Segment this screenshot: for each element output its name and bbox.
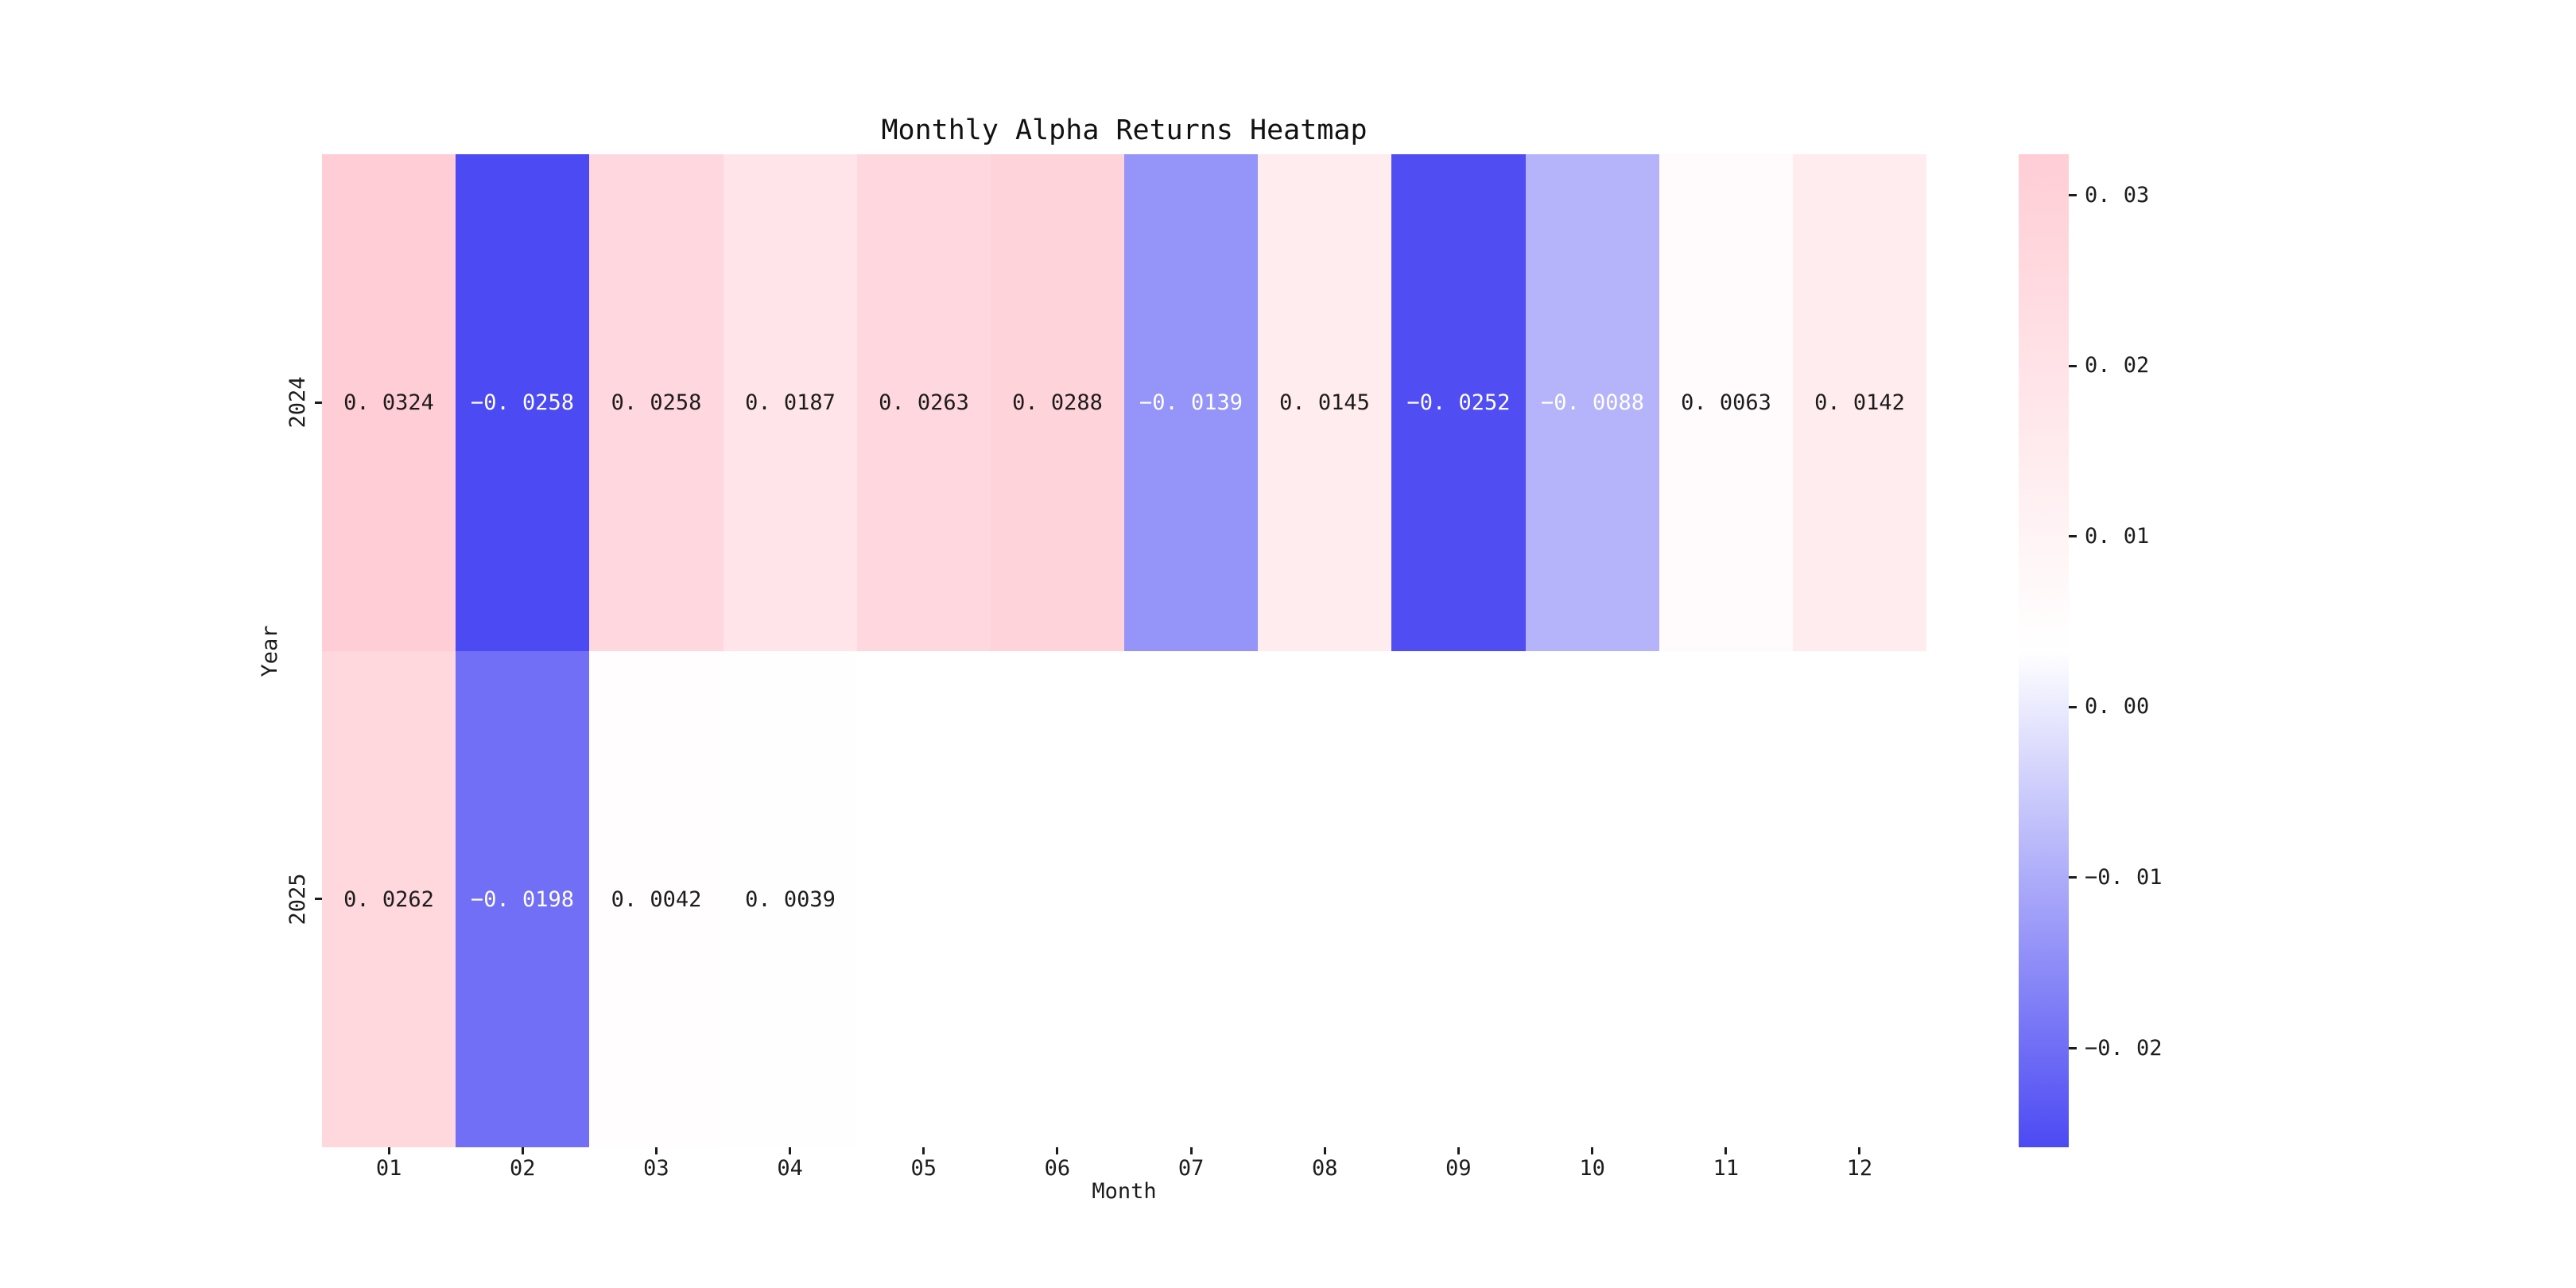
heatmap-cell: 0. 0258 <box>589 154 724 651</box>
heatmap-cell: −0. 0088 <box>1526 154 1659 651</box>
x-tick-mark <box>1591 1147 1594 1154</box>
heatmap-cell <box>1258 651 1391 1147</box>
colorbar-tick-label: 0. 01 <box>2085 523 2150 549</box>
cell-annotation: −0. 0139 <box>1139 390 1243 415</box>
cell-annotation: −0. 0088 <box>1540 390 1645 415</box>
heatmap-cell: 0. 0145 <box>1258 154 1391 651</box>
x-tick-label: 08 <box>1311 1156 1338 1181</box>
heatmap-plot-area: 0. 0324 −0. 0258 0. 0258 0. 0187 0. 0263 0. 0… <box>322 154 1926 1147</box>
x-tick-mark <box>1189 1147 1193 1154</box>
heatmap-cell: 0. 0142 <box>1793 154 1926 651</box>
x-tick-mark <box>789 1147 792 1154</box>
colorbar-tick-mark <box>2069 535 2077 538</box>
heatmap-cell <box>1659 651 1793 1147</box>
y-axis-label: Year <box>258 624 282 677</box>
colorbar-tick-mark <box>2069 364 2077 367</box>
cell-annotation: 0. 0262 <box>343 886 434 912</box>
cell-annotation: 0. 0288 <box>1012 390 1103 415</box>
cell-annotation: 0. 0263 <box>879 390 969 415</box>
x-tick-mark <box>1457 1147 1460 1154</box>
heatmap-cell <box>1391 651 1526 1147</box>
cell-annotation: −0. 0252 <box>1406 390 1511 415</box>
cell-annotation: −0. 0258 <box>470 390 575 415</box>
heatmap-cell: 0. 0187 <box>724 154 857 651</box>
x-tick-label: 06 <box>1044 1156 1071 1181</box>
colorbar-tick-label: 0. 00 <box>2085 694 2150 720</box>
colorbar-tick-mark <box>2069 1047 2077 1050</box>
x-tick-label: 01 <box>375 1156 402 1181</box>
heatmap-cell: 0. 0324 <box>322 154 456 651</box>
x-tick-label: 12 <box>1846 1156 1873 1181</box>
x-tick-label: 11 <box>1713 1156 1739 1181</box>
heatmap-cell: 0. 0263 <box>857 154 991 651</box>
x-tick-label: 02 <box>509 1156 536 1181</box>
x-tick-label: 10 <box>1579 1156 1605 1181</box>
cell-annotation: 0. 0324 <box>343 390 434 415</box>
y-tick-mark <box>315 401 322 404</box>
cell-annotation: 0. 0258 <box>611 390 702 415</box>
heatmap-cell: 0. 0039 <box>724 651 857 1147</box>
x-tick-mark <box>1056 1147 1059 1154</box>
x-axis-label: Month <box>1092 1179 1157 1204</box>
cell-annotation: 0. 0039 <box>745 886 836 912</box>
cell-annotation: 0. 0145 <box>1279 390 1370 415</box>
x-tick-mark <box>1858 1147 1861 1154</box>
heatmap-cell: −0. 0198 <box>456 651 589 1147</box>
cell-annotation: 0. 0187 <box>745 390 836 415</box>
heatmap-cell: 0. 0042 <box>589 651 724 1147</box>
cell-annotation: 0. 0042 <box>611 886 702 912</box>
x-tick-mark <box>654 1147 658 1154</box>
heatmap-cell: −0. 0258 <box>456 154 589 651</box>
x-tick-label: 09 <box>1445 1156 1472 1181</box>
x-tick-mark <box>387 1147 390 1154</box>
y-tick-label: 2025 <box>285 873 310 925</box>
y-tick-label: 2024 <box>285 376 310 429</box>
colorbar-tick-label: −0. 02 <box>2085 1035 2163 1061</box>
colorbar-tick-mark <box>2069 876 2077 879</box>
y-tick-mark <box>315 898 322 901</box>
colorbar-tick-mark <box>2069 194 2077 196</box>
heatmap-cell: −0. 0139 <box>1124 154 1258 651</box>
x-tick-label: 07 <box>1177 1156 1205 1181</box>
colorbar-tick-label: −0. 01 <box>2085 864 2163 890</box>
x-tick-label: 05 <box>910 1156 937 1181</box>
x-tick-mark <box>922 1147 925 1154</box>
x-tick-label: 04 <box>777 1156 803 1181</box>
colorbar-tick-mark <box>2069 705 2077 708</box>
heatmap-cell <box>1793 651 1926 1147</box>
x-tick-label: 03 <box>643 1156 669 1181</box>
colorbar-tick-label: 0. 03 <box>2085 182 2150 208</box>
heatmap-cell: 0. 0063 <box>1659 154 1793 651</box>
x-tick-mark <box>1323 1147 1326 1154</box>
colorbar <box>2019 154 2069 1147</box>
heatmap-cell: 0. 0262 <box>322 651 456 1147</box>
cell-annotation: 0. 0142 <box>1814 390 1905 415</box>
heatmap-cell: 0. 0288 <box>991 154 1124 651</box>
cell-annotation: −0. 0198 <box>470 886 575 912</box>
heatmap-cell <box>1124 651 1258 1147</box>
heatmap-cell <box>1526 651 1659 1147</box>
chart-title: Monthly Alpha Returns Heatmap <box>881 114 1368 146</box>
heatmap-cell <box>991 651 1124 1147</box>
heatmap-cell: −0. 0252 <box>1391 154 1526 651</box>
heatmap-cell <box>857 651 991 1147</box>
x-tick-mark <box>521 1147 524 1154</box>
x-tick-mark <box>1724 1147 1728 1154</box>
cell-annotation: 0. 0063 <box>1681 390 1771 415</box>
colorbar-tick-label: 0. 02 <box>2085 353 2150 378</box>
